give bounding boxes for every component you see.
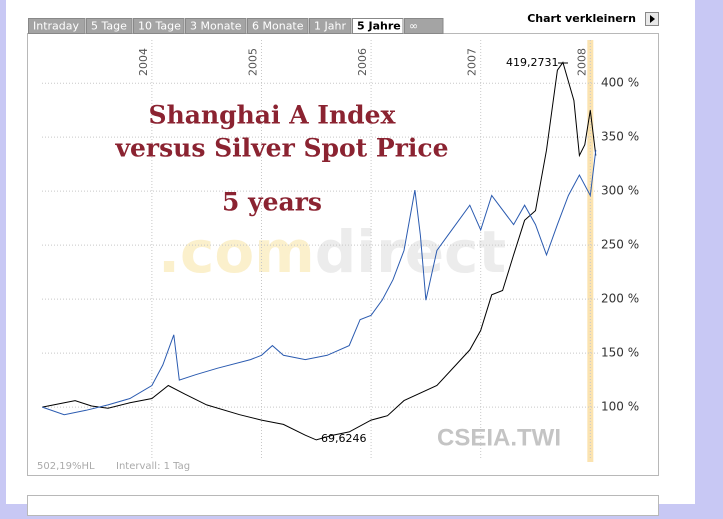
y-tick-label: 400 % bbox=[601, 76, 639, 90]
x-tick-label: 2007 bbox=[466, 48, 479, 76]
series-line bbox=[42, 150, 597, 416]
tab-label[interactable]: 1 Jahr bbox=[314, 20, 346, 33]
tab-label[interactable]: 10 Tage bbox=[138, 20, 181, 33]
tab-label[interactable]: 5 Tage bbox=[91, 20, 127, 33]
tab-label[interactable]: Intraday bbox=[33, 20, 80, 33]
resize-label[interactable]: Chart verkleinern bbox=[527, 12, 636, 25]
tab[interactable] bbox=[309, 18, 352, 34]
chart-title: Shanghai A Index bbox=[149, 101, 397, 130]
tab-label[interactable]: 5 Jahre bbox=[357, 20, 401, 33]
tab[interactable] bbox=[352, 18, 404, 34]
watermark-part: direct bbox=[315, 218, 506, 286]
footer-note: 502,19%HL bbox=[37, 461, 95, 472]
x-tick-label: 2008 bbox=[575, 48, 588, 76]
y-tick-label: 250 % bbox=[601, 238, 639, 252]
tab[interactable] bbox=[86, 18, 133, 34]
y-tick-label: 100 % bbox=[601, 400, 639, 414]
resize-arrow bbox=[650, 15, 655, 23]
footer-note: Intervall: 1 Tag bbox=[116, 461, 190, 472]
credit: CSEIA.TWI bbox=[437, 424, 561, 451]
annotation: 419,2731 bbox=[506, 56, 559, 69]
chart-title: versus Silver Spot Price bbox=[114, 134, 448, 163]
tab[interactable] bbox=[404, 18, 444, 34]
watermark: .comdirect bbox=[158, 218, 506, 286]
x-tick-label: 2005 bbox=[246, 48, 259, 76]
tab[interactable] bbox=[247, 18, 309, 34]
y-tick-label: 350 % bbox=[601, 130, 639, 144]
y-tick-label: 200 % bbox=[601, 292, 639, 306]
tab-label[interactable]: ∞ bbox=[409, 20, 418, 33]
y-tick-label: 300 % bbox=[601, 184, 639, 198]
lower-frame bbox=[27, 495, 659, 516]
tab[interactable] bbox=[185, 18, 247, 34]
chart-title: 5 years bbox=[222, 188, 322, 217]
tab-label[interactable]: 3 Monate bbox=[190, 20, 242, 33]
watermark-part: .com bbox=[158, 218, 315, 286]
tab[interactable] bbox=[28, 18, 86, 34]
tab[interactable] bbox=[133, 18, 185, 34]
annotation: 69,6246 bbox=[321, 432, 367, 445]
x-tick-label: 2004 bbox=[137, 48, 150, 76]
y-tick-label: 150 % bbox=[601, 346, 639, 360]
series-line bbox=[42, 61, 597, 441]
tab-label[interactable]: 6 Monate bbox=[252, 20, 304, 33]
x-tick-label: 2006 bbox=[356, 48, 369, 76]
